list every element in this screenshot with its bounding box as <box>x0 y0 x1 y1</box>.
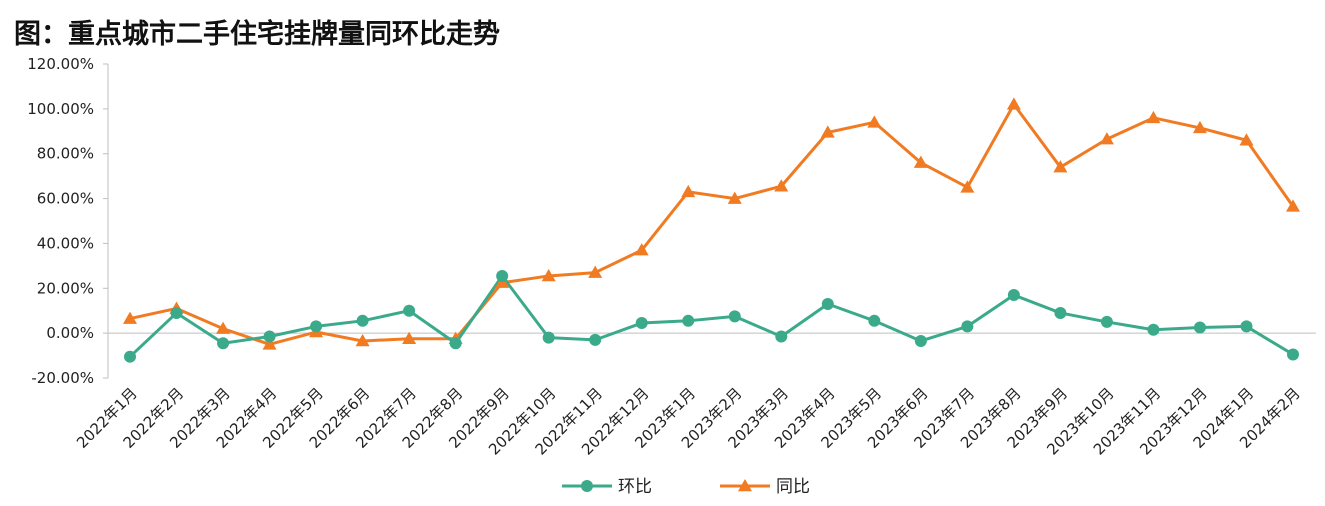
series-layer <box>123 97 1300 363</box>
y-tick-label: 0.00% <box>46 324 94 342</box>
point-tongbi <box>774 179 789 192</box>
point-huanbi <box>728 310 741 323</box>
point-tongbi <box>262 337 277 350</box>
point-tongbi <box>634 243 649 256</box>
y-tick-label: 120.00% <box>27 55 94 73</box>
point-huanbi <box>542 331 555 344</box>
x-axis: 2022年1月2022年2月2022年3月2022年4月2022年5月2022年… <box>73 332 1316 459</box>
point-huanbi <box>682 314 695 327</box>
point-huanbi <box>1100 315 1113 328</box>
point-tongbi <box>1192 120 1207 134</box>
chart-title: 图：重点城市二手住宅挂牌量同环比走势 <box>14 19 500 50</box>
point-huanbi <box>1240 320 1253 333</box>
point-huanbi <box>1054 306 1067 319</box>
point-huanbi <box>868 314 881 327</box>
legend-label: 环比 <box>618 477 652 497</box>
series-line-0 <box>128 274 1294 358</box>
point-huanbi <box>403 304 416 317</box>
point-huanbi <box>1007 289 1020 302</box>
y-tick-label: 20.00% <box>37 279 94 297</box>
point-tongbi <box>960 180 975 193</box>
point-huanbi <box>961 320 974 333</box>
point-tongbi <box>913 155 928 168</box>
point-tongbi <box>541 268 556 282</box>
point-tongbi <box>402 331 417 344</box>
point-huanbi <box>775 330 788 343</box>
point-tongbi <box>867 115 882 128</box>
point-tongbi <box>1099 132 1114 145</box>
y-tick-label: -20.00% <box>31 369 94 387</box>
series-line-1 <box>129 102 1295 346</box>
point-tongbi <box>123 311 137 324</box>
point-tongbi <box>588 265 603 278</box>
point-tongbi <box>216 321 231 334</box>
legend-marker <box>581 480 593 492</box>
point-tongbi <box>820 125 835 138</box>
point-huanbi <box>124 350 136 363</box>
point-tongbi <box>1239 133 1254 146</box>
legend-label: 同比 <box>776 477 810 497</box>
point-huanbi <box>1147 323 1160 336</box>
point-huanbi <box>263 330 276 343</box>
point-huanbi <box>821 297 834 310</box>
y-tick-label: 40.00% <box>37 234 94 252</box>
point-tongbi <box>1053 160 1068 173</box>
y-tick-label: 80.00% <box>37 145 94 163</box>
legend-marker <box>738 479 752 492</box>
y-axis: 120.00% 100.00% 80.00% 60.00% 40.00% 20.00% 0.… <box>27 55 109 387</box>
point-tongbi <box>681 184 696 198</box>
legend: 环比 同比 <box>562 477 810 497</box>
point-huanbi <box>914 334 927 347</box>
point-huanbi <box>1193 321 1206 334</box>
point-tongbi <box>1006 97 1021 110</box>
point-tongbi <box>1146 110 1161 124</box>
point-tongbi <box>355 333 370 347</box>
point-huanbi <box>496 269 509 282</box>
point-huanbi <box>310 320 323 333</box>
point-tongbi <box>1286 199 1300 212</box>
point-tongbi <box>727 191 742 204</box>
point-huanbi <box>635 317 648 330</box>
point-huanbi <box>1287 348 1299 361</box>
point-huanbi <box>217 337 230 350</box>
point-huanbi <box>589 333 602 346</box>
point-huanbi <box>170 306 183 319</box>
y-tick-label: 100.00% <box>27 100 94 118</box>
point-huanbi <box>449 337 462 350</box>
y-tick-label: 60.00% <box>37 190 94 208</box>
point-huanbi <box>356 314 369 327</box>
